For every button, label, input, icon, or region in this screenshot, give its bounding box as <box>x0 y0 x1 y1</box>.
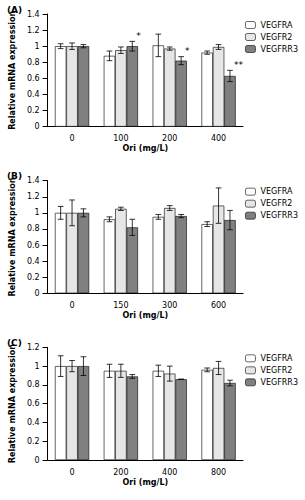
svg-text:VEGFRA: VEGFRA <box>260 187 293 196</box>
svg-text:Relative mRNA expression: Relative mRNA expression <box>8 344 17 463</box>
svg-text:VEGFRR3: VEGFRR3 <box>260 45 298 54</box>
svg-text:**: ** <box>234 60 244 70</box>
svg-text:0: 0 <box>69 134 74 143</box>
svg-text:VEGFRR3: VEGFRR3 <box>260 378 298 387</box>
svg-text:150: 150 <box>113 301 128 310</box>
svg-text:400: 400 <box>162 468 177 477</box>
svg-text:1: 1 <box>35 362 40 371</box>
svg-text:*: * <box>136 31 141 41</box>
svg-text:0.2: 0.2 <box>27 273 40 282</box>
svg-text:0: 0 <box>35 122 40 131</box>
svg-text:0: 0 <box>35 456 40 465</box>
svg-text:0.8: 0.8 <box>27 380 40 389</box>
svg-text:Ori (mg/L): Ori (mg/L) <box>122 478 168 487</box>
svg-text:0.4: 0.4 <box>27 418 40 427</box>
svg-text:VEGFRA: VEGFRA <box>260 21 293 30</box>
svg-text:(A): (A) <box>7 5 22 15</box>
svg-text:100: 100 <box>113 134 128 143</box>
svg-text:Relative mRNA expression: Relative mRNA expression <box>8 11 17 130</box>
svg-text:Ori (mg/L): Ori (mg/L) <box>122 311 168 320</box>
svg-text:400: 400 <box>211 134 226 143</box>
svg-text:Relative mRNA expression: Relative mRNA expression <box>8 177 17 296</box>
svg-text:200: 200 <box>113 468 128 477</box>
svg-text:0.8: 0.8 <box>27 58 40 67</box>
svg-text:0: 0 <box>69 468 74 477</box>
svg-text:0.4: 0.4 <box>27 257 40 266</box>
svg-text:(C): (C) <box>7 338 22 348</box>
svg-text:VEGFRR3: VEGFRR3 <box>260 211 298 220</box>
svg-text:1.2: 1.2 <box>27 343 40 352</box>
svg-text:1: 1 <box>35 208 40 217</box>
svg-text:1: 1 <box>35 42 40 51</box>
svg-text:VEGFR2: VEGFR2 <box>260 366 292 375</box>
svg-text:200: 200 <box>162 134 177 143</box>
svg-text:*: * <box>185 46 190 56</box>
svg-text:0.2: 0.2 <box>27 106 40 115</box>
svg-text:300: 300 <box>162 301 177 310</box>
svg-text:0.6: 0.6 <box>27 241 40 250</box>
svg-text:0: 0 <box>35 289 40 298</box>
svg-text:1.2: 1.2 <box>27 26 40 35</box>
svg-text:0.2: 0.2 <box>27 437 40 446</box>
svg-text:Ori (mg/L): Ori (mg/L) <box>122 144 168 153</box>
svg-text:0: 0 <box>69 301 74 310</box>
svg-text:0.8: 0.8 <box>27 224 40 233</box>
svg-text:0.4: 0.4 <box>27 90 40 99</box>
svg-text:1.2: 1.2 <box>27 192 40 201</box>
svg-text:VEGFR2: VEGFR2 <box>260 33 292 42</box>
svg-text:0.6: 0.6 <box>27 74 40 83</box>
svg-text:1.4: 1.4 <box>27 176 40 185</box>
svg-text:600: 600 <box>211 301 226 310</box>
svg-text:VEGFR2: VEGFR2 <box>260 199 292 208</box>
svg-text:800: 800 <box>211 468 226 477</box>
svg-text:1.4: 1.4 <box>27 10 40 19</box>
svg-text:(B): (B) <box>7 171 22 181</box>
svg-text:0.6: 0.6 <box>27 399 40 408</box>
svg-text:VEGFRA: VEGFRA <box>260 354 293 363</box>
